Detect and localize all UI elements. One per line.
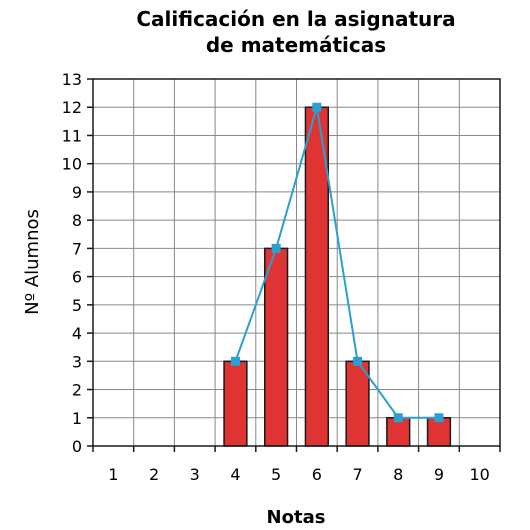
x-tick-label: 6 — [312, 465, 322, 484]
bar — [224, 361, 247, 446]
x-tick-label: 5 — [271, 465, 281, 484]
x-axis-title: Notas — [267, 507, 326, 528]
line-point — [353, 357, 362, 366]
y-tick-label: 8 — [72, 211, 82, 230]
x-tick-label: 4 — [230, 465, 240, 484]
x-tick-label: 1 — [108, 465, 118, 484]
y-tick-label: 5 — [72, 296, 82, 315]
chart-title-line-2: de matemáticas — [206, 33, 386, 57]
line-point — [394, 413, 403, 422]
y-tick-label: 11 — [62, 126, 82, 145]
y-axis-title: Nº Alumnos — [22, 209, 43, 315]
line-point — [312, 103, 321, 112]
y-tick-label: 0 — [72, 437, 82, 456]
x-tick-label: 10 — [469, 465, 489, 484]
line-point — [231, 357, 240, 366]
y-tick-label: 2 — [72, 381, 82, 400]
x-tick-label: 3 — [190, 465, 200, 484]
line-point — [434, 413, 443, 422]
x-tick-label: 2 — [149, 465, 159, 484]
x-tick-label: 9 — [434, 465, 444, 484]
y-tick-label: 13 — [62, 70, 82, 89]
x-tick-label: 7 — [352, 465, 362, 484]
y-tick-label: 12 — [62, 98, 82, 117]
y-tick-label: 9 — [72, 183, 82, 202]
line-point — [272, 244, 281, 253]
bar — [265, 248, 288, 446]
y-tick-label: 4 — [72, 324, 82, 343]
grid — [93, 79, 500, 446]
y-tick-label: 1 — [72, 409, 82, 428]
chart-title-line-1: Calificación en la asignatura — [136, 7, 455, 31]
x-tick-label: 8 — [393, 465, 403, 484]
y-tick-label: 3 — [72, 352, 82, 371]
y-tick-label: 10 — [62, 155, 82, 174]
y-tick-label: 7 — [72, 239, 82, 258]
y-tick-label: 6 — [72, 268, 82, 287]
